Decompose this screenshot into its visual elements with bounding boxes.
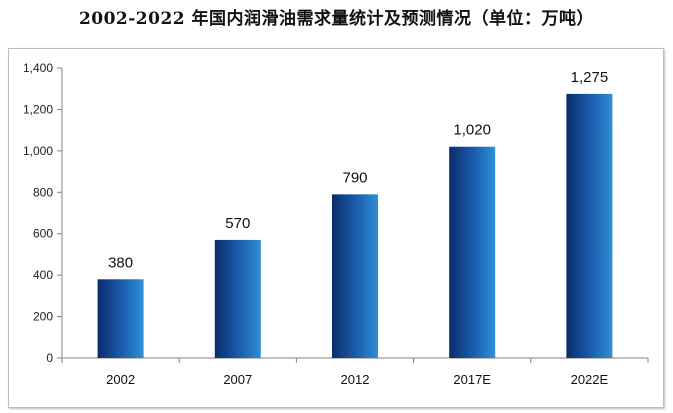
y-tick-label: 0	[46, 351, 53, 365]
x-category-label: 2007	[223, 372, 252, 387]
data-label-2012: 790	[342, 169, 367, 186]
x-category-label: 2022E	[571, 372, 609, 387]
bar-2012	[332, 194, 378, 358]
bar-2022E	[566, 93, 613, 359]
y-tick-label: 1,200	[23, 102, 53, 116]
chart-title: 2002-2022 年国内润滑油需求量统计及预测情况（单位：万吨）	[78, 9, 595, 29]
y-tick-label: 200	[33, 310, 53, 324]
x-category-label: 2012	[341, 372, 370, 387]
data-label-2017E: 1,020	[453, 122, 491, 139]
bar-2007	[214, 239, 261, 358]
data-label-2007: 570	[225, 215, 250, 232]
y-tick-label: 800	[33, 185, 53, 199]
x-category-label: 2017E	[453, 372, 491, 387]
x-category-label: 2002	[106, 372, 135, 387]
bar-2002	[97, 279, 144, 358]
y-tick-label: 400	[33, 268, 53, 282]
data-label-2002: 380	[108, 254, 133, 271]
bar-2017E	[449, 146, 496, 358]
y-tick-label: 1,400	[23, 61, 53, 75]
y-tick-label: 600	[33, 227, 53, 241]
y-tick-label: 1,000	[23, 144, 53, 158]
data-label-2022E: 1,275	[571, 69, 609, 86]
